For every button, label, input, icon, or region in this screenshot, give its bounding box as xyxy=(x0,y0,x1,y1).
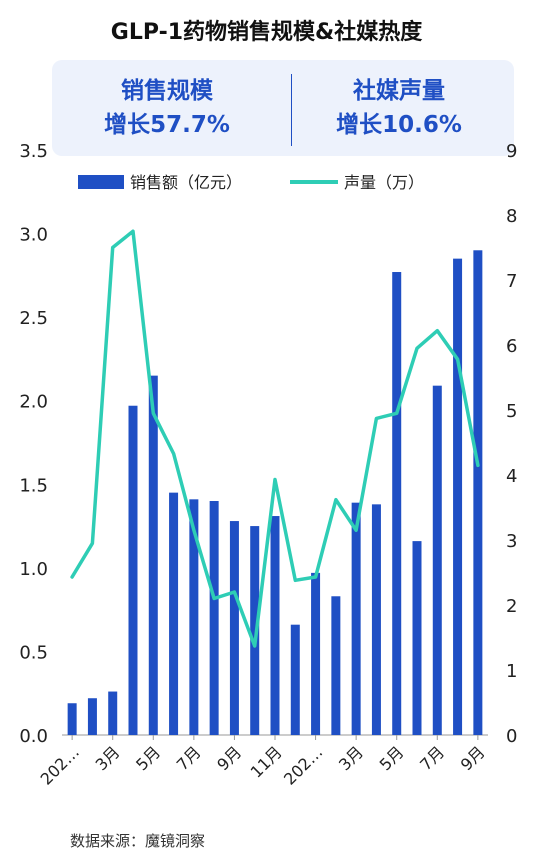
kpi-sales-value: 增长57.7% xyxy=(104,112,230,138)
bar xyxy=(108,691,118,735)
bar xyxy=(392,272,402,735)
chart-title: GLP-1药物销售规模&社媒热度 xyxy=(110,20,423,45)
legend-bar-swatch xyxy=(78,175,124,189)
y-right-tick-label: 8 xyxy=(506,206,517,227)
y-right-tick-label: 9 xyxy=(506,141,517,162)
y-left-tick-label: 0.0 xyxy=(19,726,48,747)
bar xyxy=(229,521,239,735)
legend-line-label: 声量（万） xyxy=(344,173,424,192)
kpi-divider xyxy=(291,74,292,146)
y-right-tick-label: 5 xyxy=(506,401,517,422)
bar xyxy=(371,504,381,735)
bar xyxy=(351,502,361,735)
y-right-tick-label: 6 xyxy=(506,336,517,357)
y-left-tick-label: 1.0 xyxy=(19,559,48,580)
y-right-tick-label: 1 xyxy=(506,661,517,682)
kpi-sales: 销售规模 增长57.7% xyxy=(52,74,282,142)
source-note: 数据来源：魔镜洞察 xyxy=(70,832,206,850)
x-tick-label: 7月 xyxy=(173,742,205,774)
bar xyxy=(270,516,280,735)
bar xyxy=(128,405,138,735)
y-right-tick-label: 3 xyxy=(506,531,517,552)
x-tick-label: 202… xyxy=(37,742,83,788)
y-left-tick-label: 0.5 xyxy=(19,642,48,663)
line-series xyxy=(70,229,480,648)
line-path xyxy=(70,229,480,648)
y-left-tick-label: 2.5 xyxy=(19,308,48,329)
legend: 销售额（亿元） 声量（万） xyxy=(78,173,424,192)
y-left-tick-label: 2.0 xyxy=(19,392,48,413)
bar xyxy=(331,596,341,735)
bar xyxy=(67,703,77,735)
x-tick-label: 5月 xyxy=(132,742,164,774)
y-left-tick-label: 1.5 xyxy=(19,475,48,496)
bar xyxy=(473,250,483,736)
bar xyxy=(209,501,219,735)
axes: 0.0 0.5 1.0 1.5 2.0 2.5 3.0 3.5 0 1 2 3 4 5 6 7 8 9 xyxy=(19,141,517,747)
y-right-tick-label: 7 xyxy=(506,271,517,292)
bar xyxy=(412,541,422,735)
bar xyxy=(87,698,97,735)
x-tick-label: 7月 xyxy=(416,742,448,774)
y-right-tick-label: 0 xyxy=(506,726,517,747)
legend-bar-label: 销售额（亿元） xyxy=(130,173,242,192)
bar xyxy=(290,624,300,735)
y-right-tick-label: 4 xyxy=(506,466,517,487)
y-right-tick-label: 2 xyxy=(506,596,517,617)
bar xyxy=(148,375,158,735)
kpi-social: 社媒声量 增长10.6% xyxy=(284,74,514,142)
x-tick-label: 3月 xyxy=(92,742,124,774)
bar-series xyxy=(67,250,483,736)
y-left-tick-label: 3.0 xyxy=(19,225,48,246)
bar xyxy=(189,499,199,735)
bar xyxy=(250,526,260,735)
kpi-sales-label: 销售规模 xyxy=(121,78,213,104)
bar xyxy=(432,385,442,735)
x-tick-label: 202… xyxy=(280,742,326,788)
kpi-social-label: 社媒声量 xyxy=(353,78,445,104)
bar xyxy=(169,492,179,735)
x-tick-label: 9月 xyxy=(457,742,489,774)
x-tick-label: 3月 xyxy=(335,742,367,774)
kpi-social-value: 增长10.6% xyxy=(336,112,462,138)
y-left-tick-label: 3.5 xyxy=(19,141,48,162)
x-tick-label: 9月 xyxy=(213,742,245,774)
bar xyxy=(311,572,321,735)
bar xyxy=(453,258,463,735)
x-tick-label: 5月 xyxy=(376,742,408,774)
kpi-panel: 销售规模 增长57.7% 社媒声量 增长10.6% xyxy=(52,60,514,156)
